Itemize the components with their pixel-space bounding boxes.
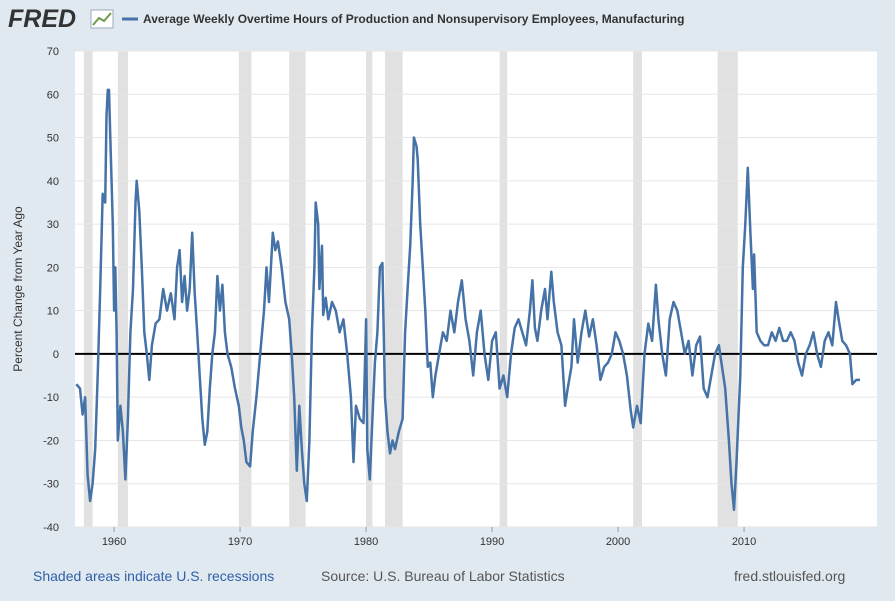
recession-band bbox=[83, 51, 93, 527]
y-tick-label: 70 bbox=[47, 46, 59, 58]
footer-url: fred.stlouisfed.org bbox=[734, 568, 845, 584]
y-tick-label: 50 bbox=[47, 133, 59, 145]
y-tick-label: -20 bbox=[43, 435, 59, 447]
y-tick-label: 20 bbox=[47, 262, 59, 274]
y-tick-label: -30 bbox=[43, 479, 59, 491]
logo-icon-line bbox=[92, 12, 112, 26]
recession-band bbox=[117, 51, 128, 527]
y-tick-label: 30 bbox=[47, 219, 59, 231]
y-tick-label: 60 bbox=[47, 89, 59, 101]
y-tick-label: 40 bbox=[47, 176, 59, 188]
footer-note: Shaded areas indicate U.S. recessions bbox=[33, 568, 274, 584]
recession-band bbox=[366, 51, 373, 527]
recession-band bbox=[289, 51, 306, 527]
recession-band bbox=[633, 51, 643, 527]
footer-source: Source: U.S. Bureau of Labor Statistics bbox=[321, 568, 565, 584]
x-tick-label: 1970 bbox=[228, 536, 252, 548]
y-axis-label: Percent Change from Year Ago bbox=[11, 206, 25, 372]
x-tick-label: 2000 bbox=[606, 536, 630, 548]
x-tick-label: 2010 bbox=[732, 536, 756, 548]
y-tick-label: -40 bbox=[43, 522, 59, 534]
y-tick-label: -10 bbox=[43, 392, 59, 404]
x-tick-label: 1960 bbox=[102, 536, 126, 548]
x-tick-label: 1980 bbox=[354, 536, 378, 548]
y-tick-label: 0 bbox=[53, 349, 59, 361]
recession-band bbox=[717, 51, 738, 527]
recession-band bbox=[238, 51, 252, 527]
recession-band bbox=[384, 51, 403, 527]
x-tick-label: 1990 bbox=[480, 536, 504, 548]
recession-band bbox=[499, 51, 508, 527]
y-tick-label: 10 bbox=[47, 306, 59, 318]
logo: FRED bbox=[8, 5, 76, 33]
legend-label: Average Weekly Overtime Hours of Product… bbox=[143, 12, 684, 26]
series-line bbox=[75, 88, 860, 511]
